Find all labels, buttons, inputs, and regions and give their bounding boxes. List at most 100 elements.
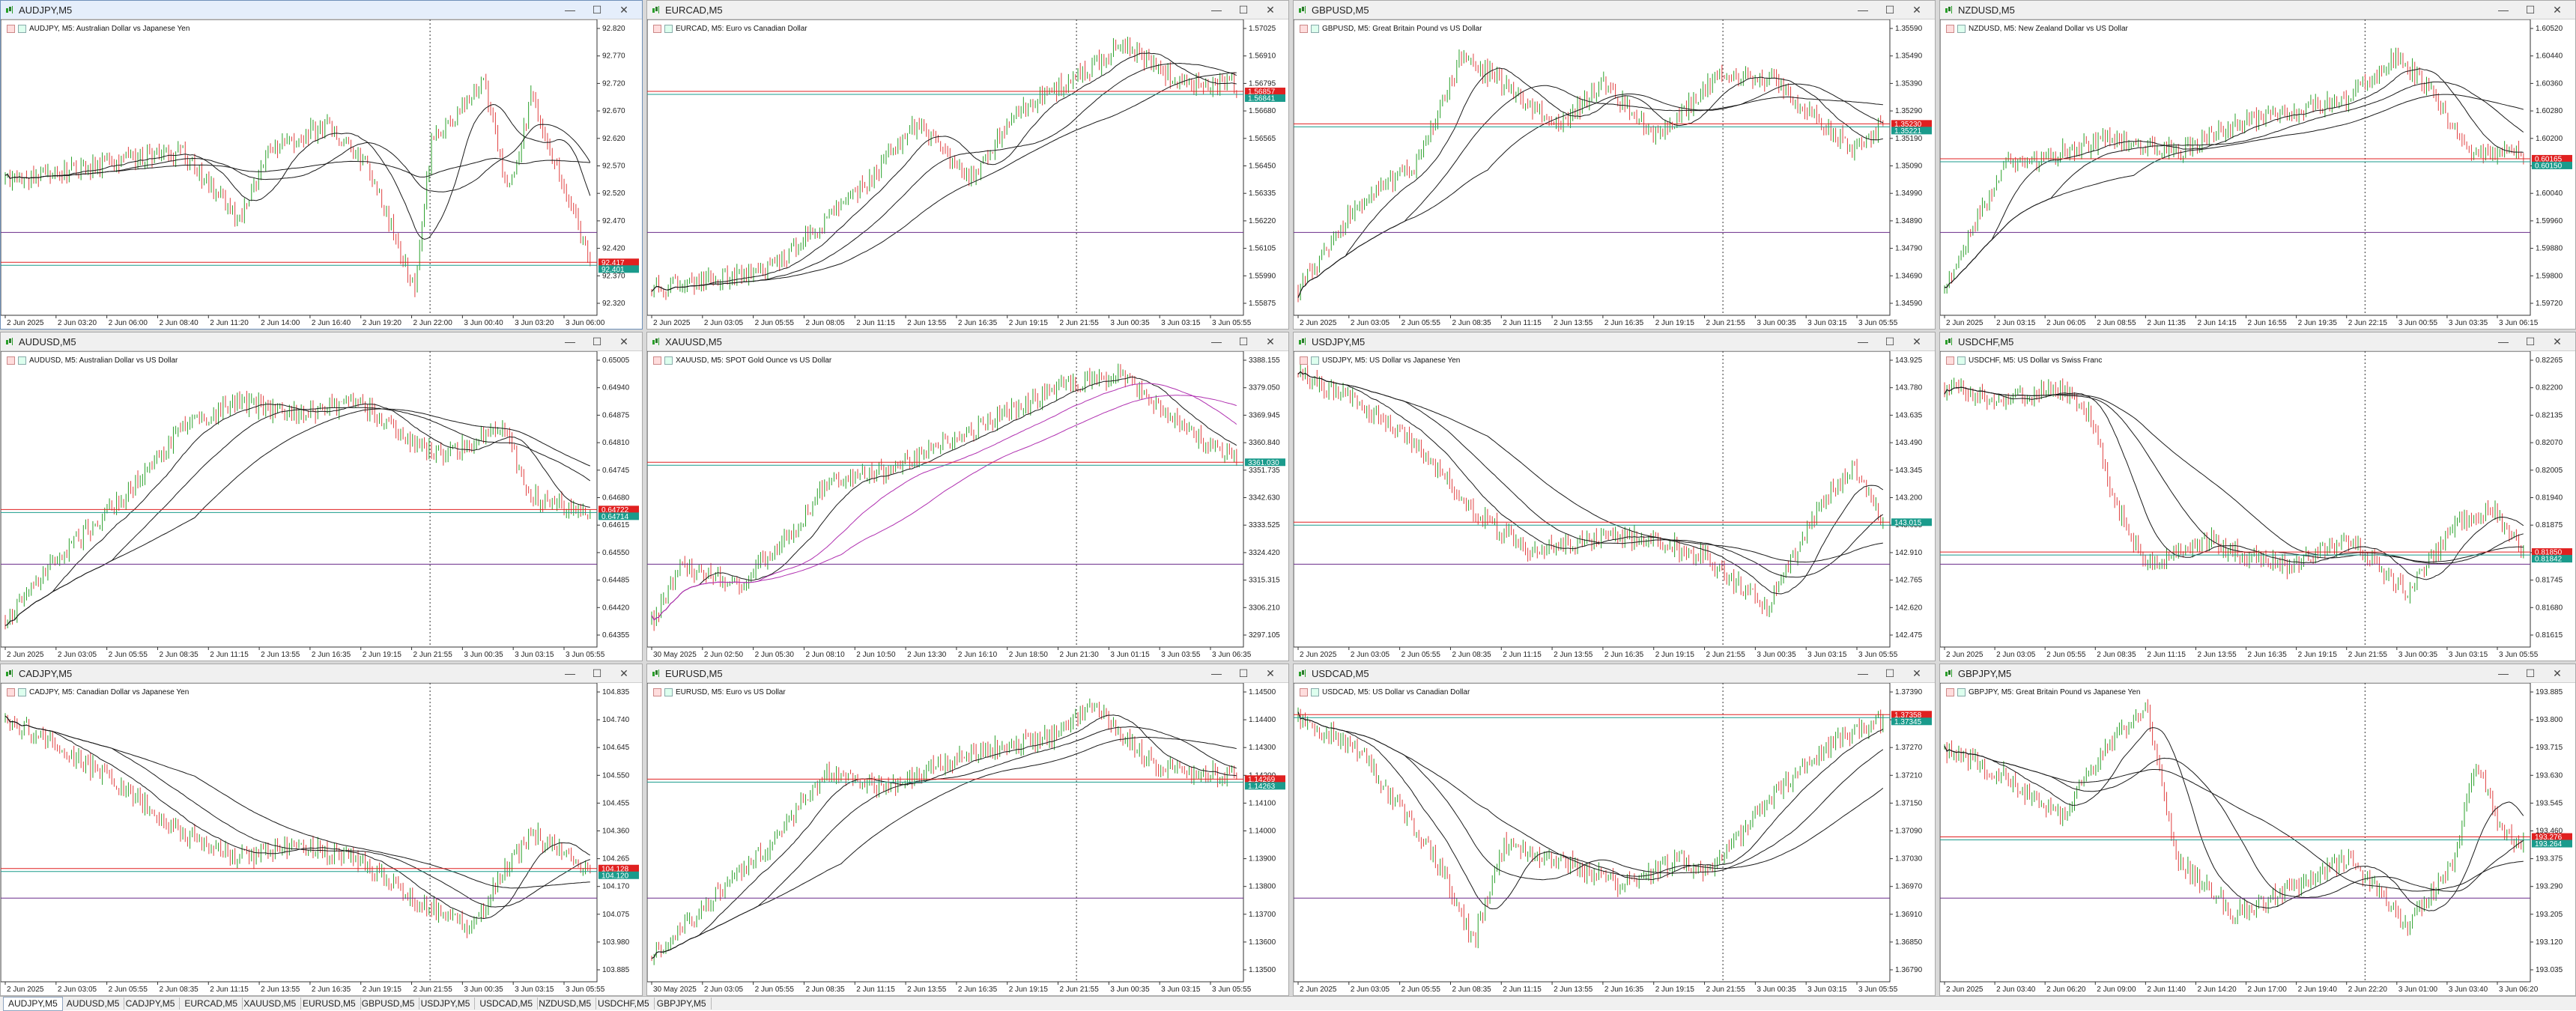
maximize-button[interactable]: ☐: [592, 3, 602, 16]
chart-tab[interactable]: USDCAD,M5: [475, 998, 539, 1010]
window-titlebar[interactable]: NZDUSD,M5 — ☐ ✕: [1940, 1, 2575, 19]
chart-window-gbpjpy[interactable]: GBPJPY,M5 — ☐ ✕ 193.885 193.800 193.715 193.630…: [1939, 664, 2576, 996]
buy-button-icon[interactable]: [664, 356, 673, 365]
chart-tab[interactable]: USDCHF,M5: [593, 998, 655, 1010]
close-button[interactable]: ✕: [2553, 335, 2562, 347]
chart-tab[interactable]: XAUUSD,M5: [239, 998, 302, 1010]
window-titlebar[interactable]: USDCAD,M5 — ☐ ✕: [1294, 664, 1935, 683]
minimize-button[interactable]: —: [1858, 336, 1868, 347]
window-titlebar[interactable]: EURUSD,M5 — ☐ ✕: [647, 664, 1288, 683]
chart-canvas[interactable]: 0.82265 0.82200 0.82135 0.82070 0.82005 0.819…: [1940, 351, 2575, 661]
chart-canvas[interactable]: 193.885 193.800 193.715 193.630 193.545 193.4…: [1940, 683, 2575, 995]
window-titlebar[interactable]: XAUUSD,M5 — ☐ ✕: [647, 333, 1288, 351]
price-chart[interactable]: 0.65005 0.64940 0.64875 0.64810 0.64745 0.646…: [1, 351, 642, 661]
maximize-button[interactable]: ☐: [1885, 667, 1895, 679]
window-titlebar[interactable]: USDJPY,M5 — ☐ ✕: [1294, 333, 1935, 351]
minimize-button[interactable]: —: [565, 336, 575, 347]
close-button[interactable]: ✕: [619, 335, 628, 347]
minimize-button[interactable]: —: [1211, 667, 1222, 679]
minimize-button[interactable]: —: [565, 4, 575, 16]
chart-canvas[interactable]: 92.820 92.770 92.720 92.670 92.620 92.570 92.5…: [1, 19, 642, 329]
chart-window-audusd[interactable]: AUDUSD,M5 — ☐ ✕ 0.65005 0.64940 0.64875 0.64810…: [0, 332, 643, 661]
sell-button-icon[interactable]: [1946, 25, 1954, 33]
maximize-button[interactable]: ☐: [592, 667, 602, 679]
sell-button-icon[interactable]: [653, 25, 661, 33]
close-button[interactable]: ✕: [1266, 335, 1275, 347]
maximize-button[interactable]: ☐: [1238, 3, 1249, 16]
minimize-button[interactable]: —: [2498, 336, 2509, 347]
minimize-button[interactable]: —: [1211, 4, 1222, 16]
sell-button-icon[interactable]: [7, 356, 15, 365]
chart-tab[interactable]: GBPUSD,M5: [357, 998, 420, 1010]
chart-canvas[interactable]: 1.145001.144001.143001.142001.141001.140…: [647, 683, 1288, 995]
chart-canvas[interactable]: 1.373901.373301.372701.372101.371501.370…: [1294, 683, 1935, 995]
chart-window-gbpusd[interactable]: GBPUSD,M5 — ☐ ✕ 1.35590 1.35490 1.35390 1.35290…: [1293, 0, 1936, 330]
maximize-button[interactable]: ☐: [1238, 667, 1249, 679]
chart-window-usdchf[interactable]: USDCHF,M5 — ☐ ✕ 0.82265 0.82200 0.82135 0.82070…: [1939, 332, 2576, 661]
chart-canvas[interactable]: 1.57025 1.56910 1.56795 1.56680 1.56565 1.564…: [647, 19, 1288, 329]
price-chart[interactable]: 3388.155 3379.050 3369.945 3360.840 3351.735…: [647, 351, 1288, 661]
chart-tab[interactable]: CADJPY,M5: [121, 998, 181, 1010]
chart-canvas[interactable]: 104.835 104.740 104.645 104.550 104.455 104.3…: [1, 683, 642, 995]
chart-window-cadjpy[interactable]: CADJPY,M5 — ☐ ✕ 104.835 104.740 104.645 104.550…: [0, 664, 643, 996]
buy-button-icon[interactable]: [1957, 356, 1966, 365]
close-button[interactable]: ✕: [1912, 667, 1921, 679]
price-chart[interactable]: 143.925 143.780 143.635 143.490 143.345 143.2…: [1294, 351, 1935, 661]
buy-button-icon[interactable]: [1957, 25, 1966, 33]
minimize-button[interactable]: —: [1858, 4, 1868, 16]
buy-button-icon[interactable]: [18, 356, 26, 365]
close-button[interactable]: ✕: [1266, 3, 1275, 16]
buy-button-icon[interactable]: [1311, 25, 1319, 33]
close-button[interactable]: ✕: [1266, 667, 1275, 679]
maximize-button[interactable]: ☐: [2525, 335, 2536, 347]
window-titlebar[interactable]: EURCAD,M5 — ☐ ✕: [647, 1, 1288, 19]
minimize-button[interactable]: —: [1858, 667, 1868, 679]
close-button[interactable]: ✕: [2553, 3, 2562, 16]
sell-button-icon[interactable]: [1300, 688, 1308, 696]
window-titlebar[interactable]: GBPUSD,M5 — ☐ ✕: [1294, 1, 1935, 19]
minimize-button[interactable]: —: [2498, 667, 2509, 679]
minimize-button[interactable]: —: [1211, 336, 1222, 347]
close-button[interactable]: ✕: [2553, 667, 2562, 679]
chart-window-eurcad[interactable]: EURCAD,M5 — ☐ ✕ 1.57025 1.56910 1.56795 1.56680…: [646, 0, 1289, 330]
close-button[interactable]: ✕: [619, 667, 628, 679]
chart-window-xauusd[interactable]: XAUUSD,M5 — ☐ ✕ 3388.155 3379.050 3369.945 3360…: [646, 332, 1289, 661]
chart-window-usdjpy[interactable]: USDJPY,M5 — ☐ ✕ 143.925 143.780 143.635 143.490…: [1293, 332, 1936, 661]
close-button[interactable]: ✕: [1912, 3, 1921, 16]
chart-tab[interactable]: EURUSD,M5: [298, 998, 361, 1010]
buy-button-icon[interactable]: [1311, 688, 1319, 696]
sell-button-icon[interactable]: [1300, 356, 1308, 365]
price-chart[interactable]: 92.820 92.770 92.720 92.670 92.620 92.570 92.5…: [1, 19, 642, 329]
maximize-button[interactable]: ☐: [1885, 335, 1895, 347]
sell-button-icon[interactable]: [1946, 356, 1954, 365]
price-chart[interactable]: 0.82265 0.82200 0.82135 0.82070 0.82005 0.819…: [1940, 351, 2575, 661]
close-button[interactable]: ✕: [619, 3, 628, 16]
sell-button-icon[interactable]: [7, 688, 15, 696]
sell-button-icon[interactable]: [1946, 688, 1954, 696]
maximize-button[interactable]: ☐: [1885, 3, 1895, 16]
chart-tab[interactable]: NZDUSD,M5: [534, 998, 597, 1010]
minimize-button[interactable]: —: [565, 667, 575, 679]
chart-tab[interactable]: AUDUSD,M5: [62, 998, 125, 1010]
maximize-button[interactable]: ☐: [1238, 335, 1249, 347]
window-titlebar[interactable]: AUDUSD,M5 — ☐ ✕: [1, 333, 642, 351]
chart-tab[interactable]: EURCAD,M5: [180, 998, 243, 1010]
price-chart[interactable]: 1.35590 1.35490 1.35390 1.35290 1.35190 1.350…: [1294, 19, 1935, 329]
price-chart[interactable]: 104.835 104.740 104.645 104.550 104.455 104.3…: [1, 683, 642, 995]
buy-button-icon[interactable]: [664, 25, 673, 33]
window-titlebar[interactable]: AUDJPY,M5 — ☐ ✕: [1, 1, 642, 19]
price-chart[interactable]: 1.373901.373301.372701.372101.371501.370…: [1294, 683, 1935, 995]
buy-button-icon[interactable]: [664, 688, 673, 696]
window-titlebar[interactable]: CADJPY,M5 — ☐ ✕: [1, 664, 642, 683]
maximize-button[interactable]: ☐: [2525, 667, 2536, 679]
buy-button-icon[interactable]: [1957, 688, 1966, 696]
chart-canvas[interactable]: 143.925 143.780 143.635 143.490 143.345 143.2…: [1294, 351, 1935, 661]
buy-button-icon[interactable]: [18, 25, 26, 33]
chart-tab[interactable]: AUDJPY,M5: [3, 997, 63, 1011]
window-titlebar[interactable]: USDCHF,M5 — ☐ ✕: [1940, 333, 2575, 351]
minimize-button[interactable]: —: [2498, 4, 2509, 16]
sell-button-icon[interactable]: [1300, 25, 1308, 33]
buy-button-icon[interactable]: [18, 688, 26, 696]
chart-tab[interactable]: GBPJPY,M5: [652, 998, 712, 1010]
sell-button-icon[interactable]: [653, 356, 661, 365]
